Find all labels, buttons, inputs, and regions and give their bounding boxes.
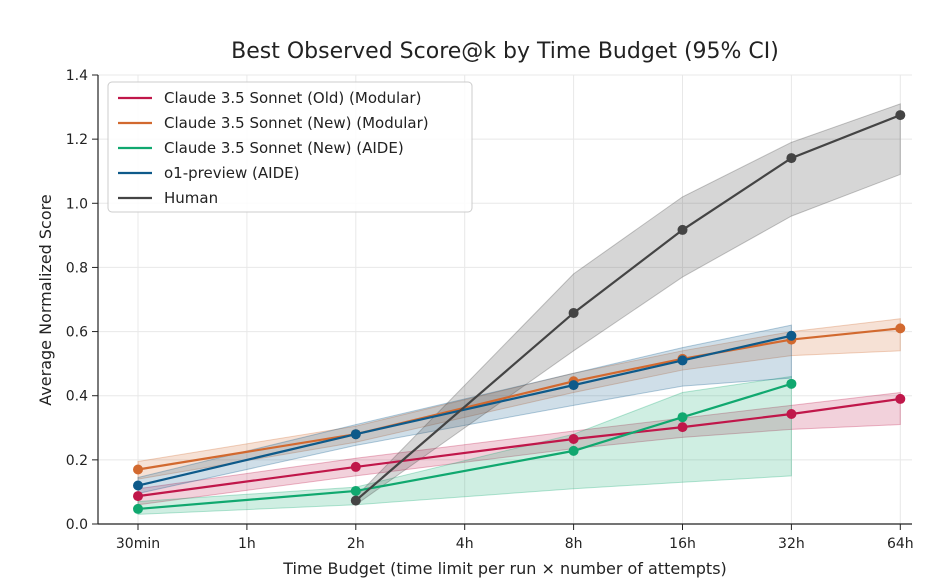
data-point: [786, 378, 797, 389]
y-tick-label: 0.0: [66, 517, 88, 533]
data-point: [895, 323, 906, 334]
ci-band: [137, 375, 792, 515]
y-tick-label: 1.0: [66, 196, 88, 212]
y-axis-label: Average Normalized Score: [36, 194, 55, 405]
data-point: [677, 355, 688, 366]
data-point: [568, 380, 579, 391]
y-tick-label: 0.4: [66, 389, 88, 405]
series-line: [137, 327, 901, 471]
data-point: [568, 445, 579, 456]
ci-band: [137, 391, 901, 506]
data-point: [350, 485, 361, 496]
legend-label: Human: [164, 189, 218, 207]
data-point: [350, 461, 361, 472]
y-tick-label: 1.4: [66, 68, 88, 84]
y-tick-label: 0.2: [66, 453, 88, 469]
x-tick-label: 2h: [347, 536, 365, 552]
y-tick-label: 1.2: [66, 132, 88, 148]
x-tick-label: 64h: [887, 536, 914, 552]
x-tick-label: 32h: [778, 536, 805, 552]
data-point: [133, 503, 143, 514]
x-tick-label: 16h: [669, 536, 696, 552]
data-point: [568, 434, 579, 445]
x-tick-label: 4h: [456, 536, 474, 552]
data-point: [895, 393, 906, 404]
data-point: [133, 464, 143, 475]
legend-label: o1-preview (AIDE): [164, 164, 299, 182]
data-point: [786, 330, 797, 341]
y-tick-label: 0.6: [66, 325, 88, 341]
legend-label: Claude 3.5 Sonnet (New) (AIDE): [164, 139, 404, 157]
data-point: [133, 491, 143, 502]
chart-title: Best Observed Score@k by Time Budget (95…: [231, 39, 779, 64]
data-point: [677, 422, 688, 433]
x-tick-label: 30min: [116, 536, 160, 552]
data-point: [786, 153, 797, 164]
x-tick-label: 1h: [238, 536, 256, 552]
legend-label: Claude 3.5 Sonnet (New) (Modular): [164, 114, 429, 132]
x-tick-label: 8h: [565, 536, 583, 552]
data-point: [895, 110, 906, 121]
data-point: [133, 480, 143, 491]
data-point: [786, 408, 797, 419]
y-tick-label: 0.8: [66, 260, 88, 276]
legend-label: Claude 3.5 Sonnet (Old) (Modular): [164, 89, 421, 107]
data-point: [350, 429, 361, 440]
x-axis-label: Time Budget (time limit per run × number…: [282, 559, 727, 578]
data-point: [568, 307, 579, 318]
data-point: [350, 495, 361, 506]
data-point: [677, 412, 688, 423]
legend-box: [107, 81, 473, 213]
data-point: [677, 224, 688, 235]
